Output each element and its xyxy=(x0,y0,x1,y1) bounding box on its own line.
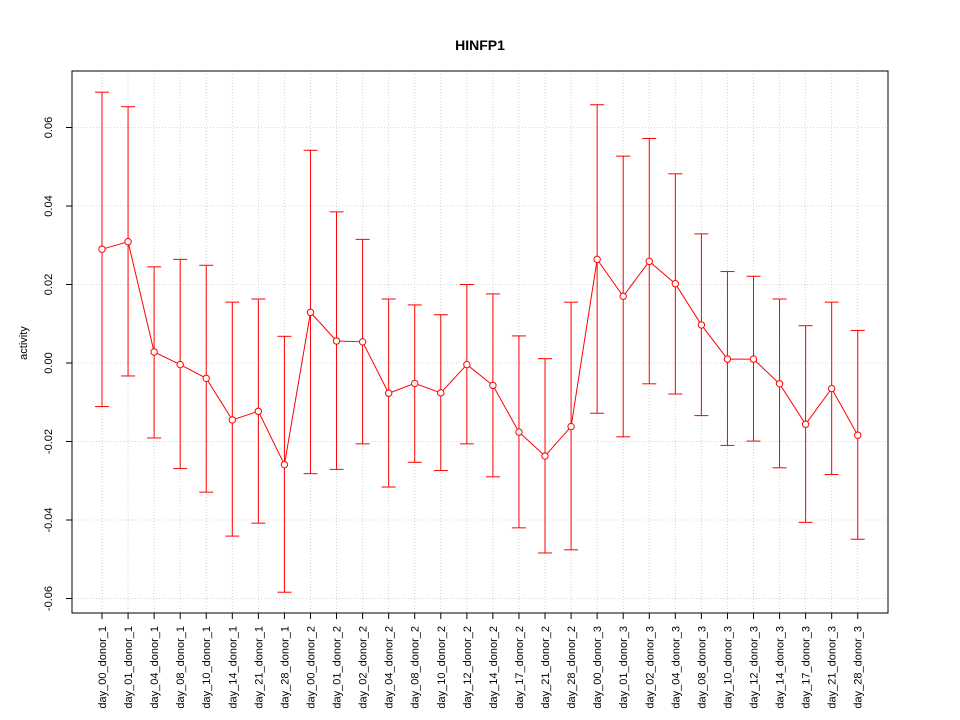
x-tick-label: day_28_donor_2 xyxy=(566,626,578,709)
x-tick-label: day_14_donor_2 xyxy=(488,626,500,709)
data-point xyxy=(827,384,836,393)
x-tick-label: day_12_donor_3 xyxy=(749,626,761,709)
data-point xyxy=(489,381,497,390)
data-point xyxy=(567,422,575,431)
data-point xyxy=(254,407,263,415)
x-tick-label: day_01_donor_3 xyxy=(618,626,630,709)
data-point xyxy=(358,338,367,346)
x-tick-label: day_21_donor_2 xyxy=(540,626,552,709)
y-tick-label: -0.02 xyxy=(43,429,55,454)
series-line xyxy=(101,241,859,467)
data-point xyxy=(176,360,184,369)
error-bars xyxy=(95,91,865,593)
data-point xyxy=(124,238,132,246)
y-tick-label: 0.00 xyxy=(43,352,55,373)
x-tick-label: day_28_donor_1 xyxy=(279,626,291,709)
data-point xyxy=(437,389,445,397)
x-tick-label: day_14_donor_3 xyxy=(775,626,787,709)
data-point xyxy=(463,360,471,369)
data-point xyxy=(671,280,680,288)
data-point xyxy=(384,389,393,397)
chart-title: HINFP1 xyxy=(455,37,505,53)
y-tick-label: -0.06 xyxy=(43,586,55,611)
x-tick-label: day_14_donor_1 xyxy=(227,626,239,709)
x-axis: day_00_donor_1 day_01_donor_1 day_04_donor… xyxy=(97,612,865,709)
data-point xyxy=(619,292,627,300)
y-tick-label: 0.02 xyxy=(43,274,55,295)
x-tick-label: day_04_donor_2 xyxy=(384,626,396,709)
data-point xyxy=(332,337,341,345)
x-tick-label: day_02_donor_2 xyxy=(358,626,370,709)
x-tick-label: day_04_donor_1 xyxy=(149,626,161,709)
data-point xyxy=(228,416,237,424)
x-tick-label: day_00_donor_1 xyxy=(97,626,109,709)
y-tick-label: 0.04 xyxy=(43,195,55,216)
y-tick-label: 0.06 xyxy=(43,117,55,138)
x-tick-label: day_00_donor_2 xyxy=(305,626,317,709)
x-tick-label: day_21_donor_1 xyxy=(253,626,265,709)
x-tick-label: day_10_donor_3 xyxy=(722,626,734,709)
data-point xyxy=(150,348,158,356)
y-axis: -0.06 -0.04 -0.02 0.00 0.02 0.04 0.06 xyxy=(43,117,72,611)
data-point xyxy=(697,321,706,329)
data-point xyxy=(593,255,601,264)
data-point xyxy=(645,257,653,266)
x-tick-label: day_01_donor_1 xyxy=(123,626,135,709)
data-point xyxy=(854,431,862,439)
x-tick-label: day_21_donor_3 xyxy=(827,626,839,709)
y-tick-label: -0.04 xyxy=(43,507,55,532)
x-tick-label: day_08_donor_2 xyxy=(410,626,422,709)
data-point xyxy=(306,308,315,317)
x-tick-label: day_17_donor_2 xyxy=(514,626,526,709)
data-point xyxy=(202,374,210,383)
data-point xyxy=(515,428,523,436)
x-tick-label: day_28_donor_3 xyxy=(853,626,865,709)
x-tick-label: day_12_donor_2 xyxy=(462,626,474,709)
x-tick-label: day_02_donor_3 xyxy=(644,626,656,709)
x-tick-label: day_00_donor_3 xyxy=(592,626,604,709)
series-polyline xyxy=(101,241,859,467)
data-point xyxy=(411,379,419,388)
data-point xyxy=(280,460,289,469)
x-tick-label: day_04_donor_3 xyxy=(670,626,682,709)
y-axis-label: activity xyxy=(18,326,30,360)
data-point xyxy=(723,355,732,363)
x-tick-label: day_17_donor_3 xyxy=(801,626,813,709)
plot-frame xyxy=(71,70,889,614)
data-point xyxy=(775,380,784,388)
x-tick-label: day_10_donor_1 xyxy=(201,626,213,709)
x-tick-label: day_08_donor_3 xyxy=(696,626,708,709)
data-point xyxy=(541,452,549,460)
grid xyxy=(72,71,888,613)
data-point xyxy=(98,245,106,253)
x-tick-label: day_08_donor_1 xyxy=(175,626,187,709)
x-tick-label: day_01_donor_2 xyxy=(332,626,344,709)
series-points xyxy=(98,238,862,469)
x-tick-label: day_10_donor_2 xyxy=(436,626,448,709)
data-point xyxy=(801,420,810,428)
data-point xyxy=(749,355,758,363)
